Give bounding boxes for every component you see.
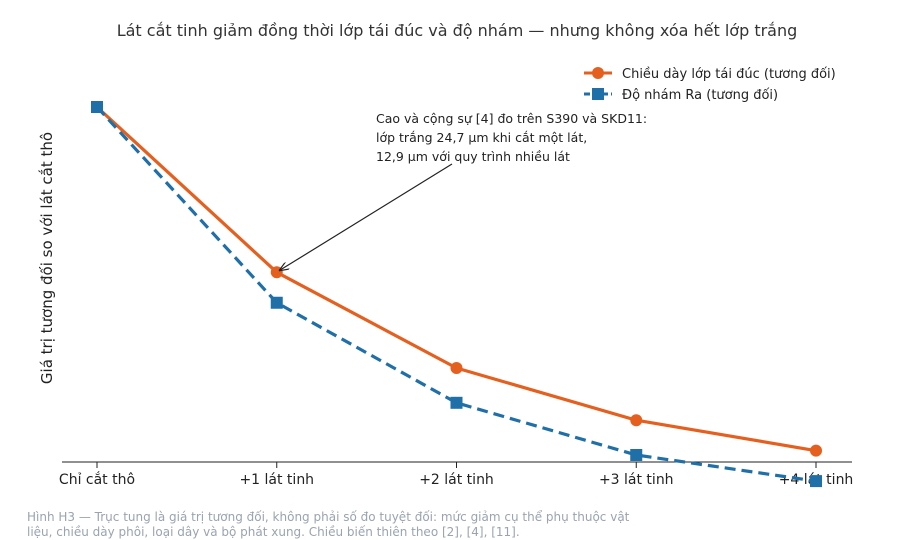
annotation-text: Cao và cộng sự [4] đo trên S390 và SKD11… <box>376 111 647 126</box>
legend-marker <box>592 67 604 79</box>
annotation: Cao và cộng sự [4] đo trên S390 và SKD11… <box>280 111 647 270</box>
x-ticks: Chỉ cắt thô +1 lát tinh +2 lát tinh +3 lát … <box>59 462 853 488</box>
legend-label: Độ nhám Ra (tương đối) <box>622 88 778 103</box>
data-point <box>810 444 822 457</box>
x-tick-label: Chỉ cắt thô <box>59 471 135 488</box>
legend-marker <box>592 88 604 100</box>
y-axis-label: Giá trị tương đối so với lát cắt thô <box>38 132 56 384</box>
data-point <box>630 449 643 461</box>
data-point <box>270 296 283 309</box>
data-point <box>630 414 643 427</box>
x-tick-label: +1 lát tinh <box>239 472 314 488</box>
data-point <box>270 266 283 279</box>
data-point <box>91 101 103 113</box>
data-point <box>450 396 463 409</box>
data-point <box>450 362 463 374</box>
series-line <box>95 105 817 483</box>
chart-title: Lát cắt tinh giảm đồng thời lớp tái đúc … <box>117 21 798 40</box>
data-point <box>810 475 822 488</box>
figure-caption: Hình H3 — Trục tung là giá trị tương đối… <box>27 510 630 539</box>
x-tick-label: +2 lát tinh <box>419 472 494 488</box>
annotation-text: 12,9 µm với quy trình nhiều lát <box>376 149 570 164</box>
annotation-arrow <box>280 163 453 270</box>
annotation-text: lớp trắng 24,7 µm khi cắt một lát, <box>376 130 587 145</box>
legend-label: Chiều dày lớp tái đúc (tương đối) <box>622 67 836 82</box>
x-tick-label: +3 lát tinh <box>599 472 674 488</box>
legend: Chiều dày lớp tái đúc (tương đối) Độ nhám… <box>584 67 836 103</box>
